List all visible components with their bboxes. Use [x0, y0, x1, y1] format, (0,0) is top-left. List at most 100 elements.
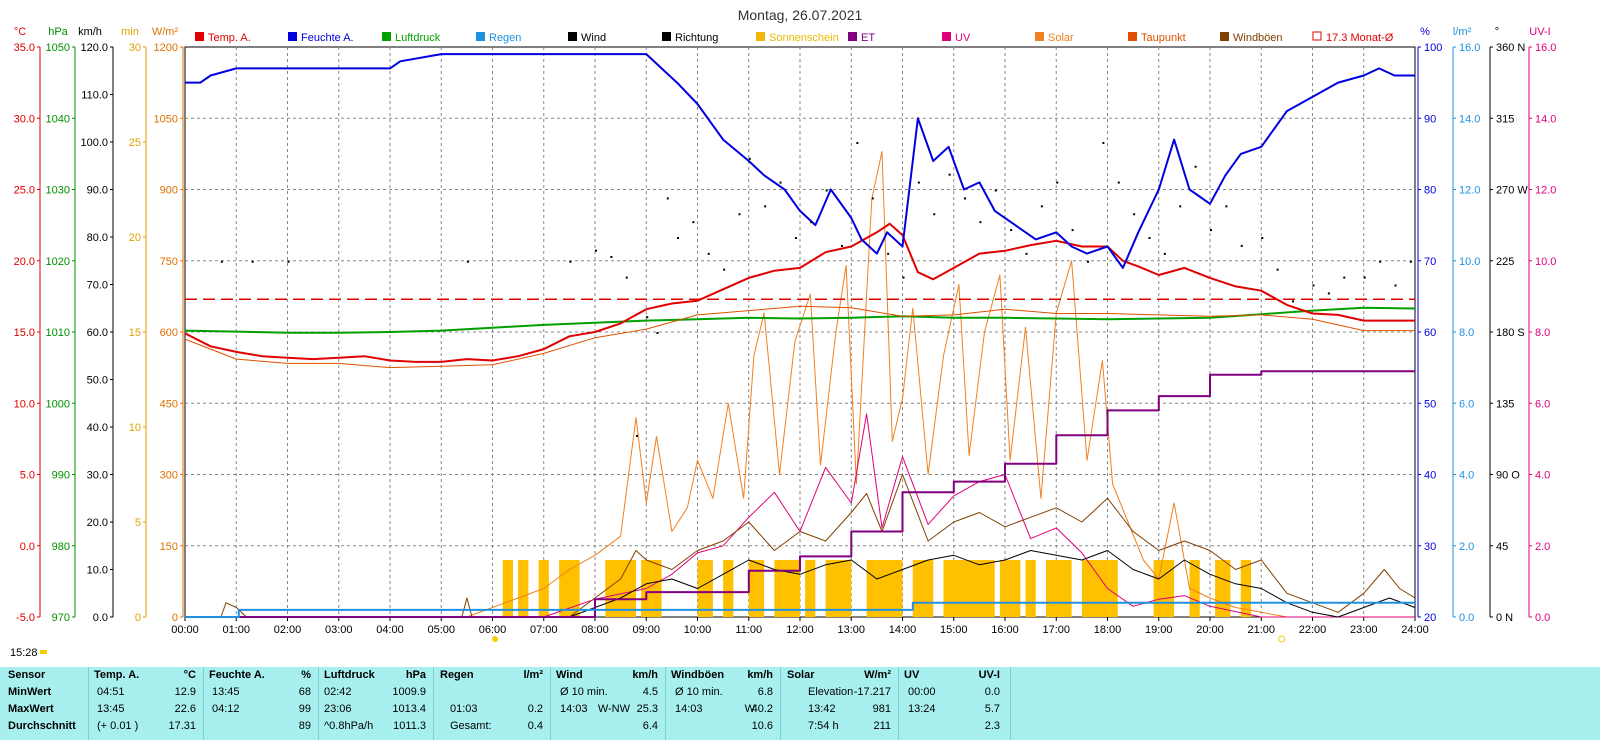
x-tick-label: 00:00: [171, 624, 199, 636]
pressure-line: [184, 306, 1416, 334]
wind-tick-label: 0.0: [93, 612, 108, 624]
stats-rain-time: Gesamt:: [450, 720, 492, 732]
x-tick-label: 24:00: [1401, 624, 1429, 636]
uv-tick-label: 0.0: [1535, 612, 1550, 624]
sunshine-bar: [748, 560, 765, 617]
stats-header-temp_unit: °C: [183, 669, 196, 681]
rain-line: [185, 601, 1415, 618]
solar-line: [185, 151, 1415, 618]
direction-dot: [1327, 292, 1330, 295]
direction-dot: [871, 197, 874, 200]
stats-separator: [780, 667, 781, 740]
solar-axis-unit: W/m²: [152, 26, 179, 38]
x-tick-label: 16:00: [991, 624, 1019, 636]
wind-tick-label: 70.0: [87, 280, 108, 292]
direction-dot: [707, 252, 710, 255]
sunshine-bar: [1215, 560, 1231, 617]
stats-header-hum_unit: %: [301, 669, 311, 681]
stats-hum-value: 89: [298, 720, 311, 732]
direction-dot: [1010, 229, 1013, 232]
stats-row-label: Durchschnitt: [8, 720, 76, 732]
pressure-tick-label: 1030: [46, 185, 70, 197]
pressure-tick-label: 1040: [46, 113, 70, 125]
sunshine-tick-label: 0: [135, 612, 141, 624]
temp-axis-unit: °C: [14, 26, 26, 38]
stats-solar-value: 981: [872, 703, 891, 715]
sunshine-bar: [559, 560, 580, 617]
sunrise-marker: [492, 636, 499, 642]
sunshine-bar: [912, 560, 934, 617]
stats-wind-time: 14:03: [560, 703, 588, 715]
wind-tick-label: 50.0: [87, 375, 108, 387]
direction-dot: [1312, 284, 1315, 287]
direction-dot: [466, 260, 469, 263]
sunshine-bar: [697, 560, 713, 617]
stats-gust-value: 40.2: [751, 703, 773, 715]
legend-swatch: [1035, 32, 1044, 41]
stats-uv-time: 00:00: [908, 686, 936, 698]
legend-swatch: [1128, 32, 1137, 41]
solar-tick-label: 300: [160, 470, 178, 482]
solar-tick-label: 150: [160, 541, 178, 553]
humidity-tick-label: 70: [1424, 256, 1436, 268]
stats-press-time: ^0.8hPa/h: [324, 720, 374, 732]
x-tick-label: 21:00: [1247, 624, 1275, 636]
stats-press-value: 1011.3: [393, 720, 426, 732]
wind-tick-label: 40.0: [87, 422, 108, 434]
rain-tick-label: 14.0: [1459, 113, 1480, 125]
x-tick-label: 06:00: [479, 624, 507, 636]
stats-separator: [1010, 667, 1011, 740]
stats-header-rain: Regen: [440, 669, 474, 681]
stats-hum-value: 68: [298, 686, 311, 698]
legend-label: Windböen: [1233, 32, 1283, 44]
temp-tick-label: 20.0: [14, 256, 35, 268]
x-tick-label: 01:00: [222, 624, 250, 636]
direction-tick-label: 225: [1496, 256, 1514, 268]
stats-header-gust_unit: km/h: [747, 669, 773, 681]
direction-axis-unit: °: [1495, 26, 1499, 38]
stats-header-rain_unit: l/m²: [523, 669, 543, 681]
direction-dot: [1394, 284, 1397, 287]
x-tick-label: 04:00: [376, 624, 404, 636]
stats-press-value: 1009.9: [392, 686, 426, 698]
stats-header-wind_unit: km/h: [632, 669, 658, 681]
rain-tick-label: 2.0: [1459, 541, 1474, 553]
humidity-tick-label: 30: [1424, 541, 1436, 553]
sunshine-bar: [723, 560, 734, 617]
x-tick-label: 15:00: [940, 624, 968, 636]
direction-dot: [933, 213, 936, 216]
sunshine-bar: [1153, 560, 1175, 617]
wind-tick-label: 80.0: [87, 232, 108, 244]
direction-dot: [979, 221, 982, 224]
sunshine-bar: [641, 560, 662, 617]
direction-dot: [1240, 244, 1243, 247]
wind-tick-label: 110.0: [81, 90, 108, 102]
stats-temp-time: (+ 0.01 ): [97, 720, 139, 732]
legend-swatch: [756, 32, 765, 41]
direction-dot: [887, 252, 890, 255]
x-tick-label: 03:00: [325, 624, 353, 636]
legend-label: Regen: [489, 32, 521, 44]
legend-label: Taupunkt: [1141, 32, 1186, 44]
temp-tick-label: -5.0: [16, 612, 35, 624]
x-tick-label: 13:00: [837, 624, 865, 636]
stats-header-uv: UV: [904, 669, 920, 681]
direction-dot: [748, 157, 751, 160]
direction-dot: [1056, 181, 1059, 184]
x-tick-label: 12:00: [786, 624, 814, 636]
sunshine-bar: [774, 560, 800, 617]
stats-hum-time: 13:45: [212, 686, 240, 698]
solar-tick-label: 450: [160, 398, 178, 410]
stats-header-press: Luftdruck: [324, 669, 375, 681]
uv-tick-label: 4.0: [1535, 470, 1550, 482]
stats-header-hum: Feuchte A.: [209, 669, 265, 681]
legend-swatch: [942, 32, 951, 41]
stats-separator: [433, 667, 434, 740]
legend-swatch: [568, 32, 577, 41]
stats-separator: [203, 667, 204, 740]
legend-label: Temp. A.: [208, 32, 251, 44]
uv-line: [185, 413, 1415, 618]
stats-temp-time: 13:45: [97, 703, 125, 715]
stats-header-sensor: Sensor: [8, 669, 46, 681]
humidity-tick-label: 50: [1424, 398, 1436, 410]
